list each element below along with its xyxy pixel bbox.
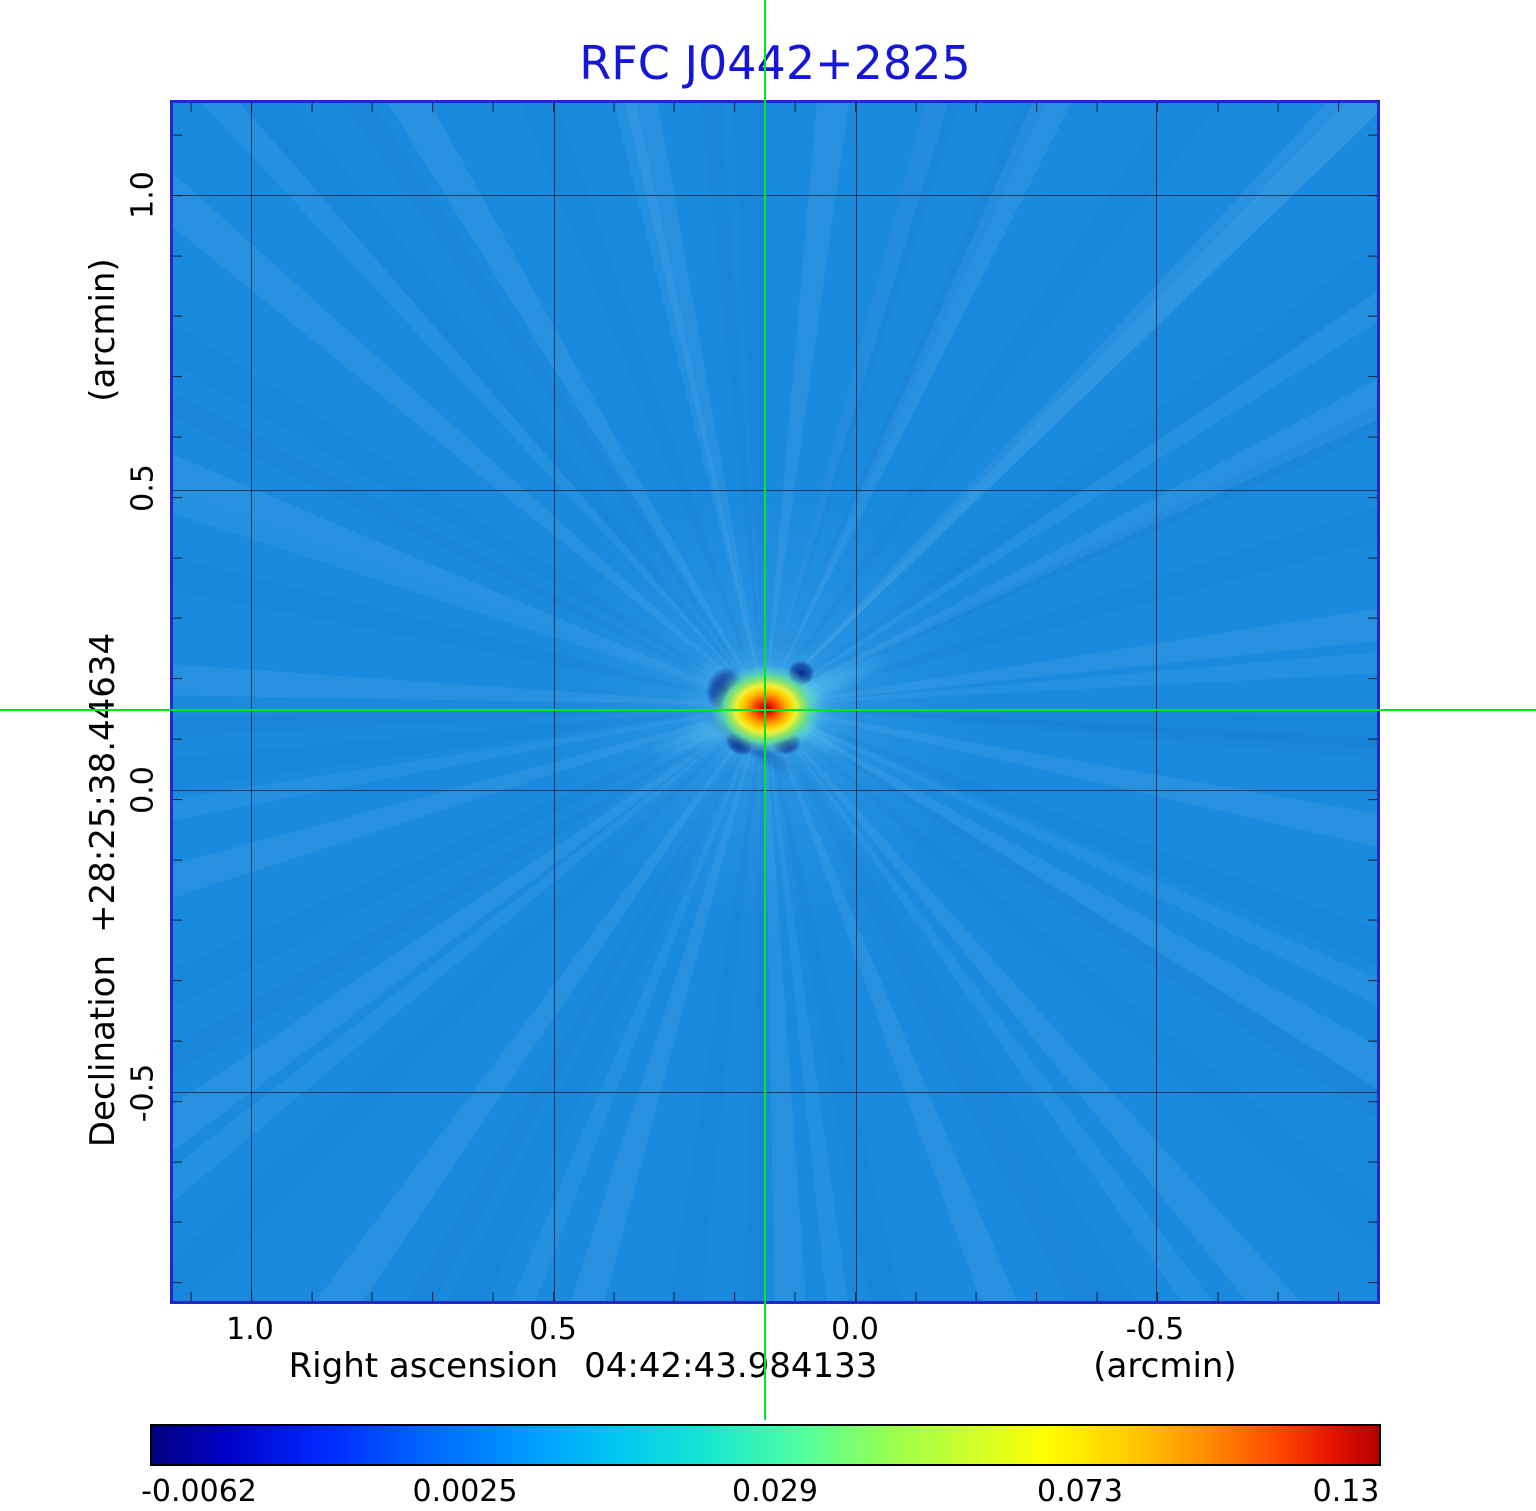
colorbar-label: 0.13 [1312,1474,1380,1509]
y-tick-label: 1.0 [125,171,161,219]
grid-line-vertical [554,103,555,1301]
x-tick-label: 0.0 [831,1312,879,1347]
grid-line-vertical [1156,103,1157,1301]
crosshair-horizontal-line [0,709,1536,711]
colorbar-label: 0.029 [732,1474,818,1509]
x-axis-label: Right ascension 04:42:43.984133 [289,1346,878,1386]
grid-line-horizontal [173,195,1377,196]
y-axis-label-text: Declination [83,954,123,1148]
x-axis-unit: (arcmin) [1093,1346,1237,1386]
colorbar-label: 0.073 [1037,1474,1123,1509]
x-tick-label: 1.0 [226,1312,274,1347]
sky-image [170,100,1380,1304]
x-tick-label: -0.5 [1125,1312,1185,1347]
grid-line-horizontal [173,490,1377,491]
y-tick-label: -0.5 [125,1063,161,1123]
y-tick-label: 0.5 [125,464,161,512]
minor-ticks-right [1368,103,1377,1301]
minor-ticks-bottom [173,1292,1377,1301]
grid-line-vertical [251,103,252,1301]
colorbar-label: -0.0062 [141,1474,257,1509]
y-tick-label: 0.0 [125,766,161,814]
grid-line-horizontal [173,1092,1377,1093]
x-tick-label: 0.5 [529,1312,577,1347]
colorbar-label: 0.0025 [412,1474,518,1509]
colorbar [150,1424,1381,1466]
x-axis-label-text: Right ascension [288,1346,559,1386]
minor-ticks-top [173,103,1377,112]
y-axis-unit: (arcmin) [83,258,123,402]
x-axis-coordinate: 04:42:43.984133 [584,1346,878,1386]
y-axis-coordinate: +28:25:38.44634 [83,632,123,933]
plot-title: RFC J0442+2825 [579,36,971,90]
minor-ticks-left [173,103,182,1301]
